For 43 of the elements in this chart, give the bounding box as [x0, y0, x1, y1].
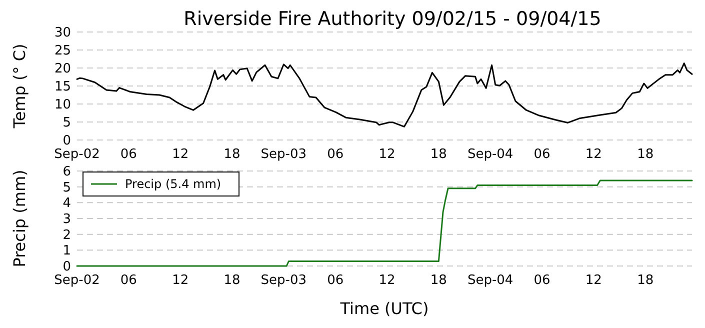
y-axis-title: Precip (mm) — [10, 170, 29, 268]
y-tick-label: 25 — [54, 44, 71, 59]
x-tick-label: Sep-04 — [467, 147, 514, 162]
y-tick-label: 5 — [62, 180, 71, 196]
x-tick-label: Sep-03 — [260, 273, 307, 288]
y-tick-label: 4 — [62, 196, 71, 212]
x-tick-label: 12 — [378, 147, 396, 162]
x-tick-label: Sep-04 — [467, 273, 514, 288]
x-axis-title: Time (UTC) — [339, 299, 429, 318]
x-tick-label: 06 — [534, 147, 550, 162]
y-axis-title: Temp (° C) — [10, 44, 29, 130]
y-tick-label: 6 — [62, 164, 71, 180]
y-tick-label: 1 — [62, 244, 71, 259]
chart-title: Riverside Fire Authority 09/02/15 - 09/04/15 — [184, 8, 602, 30]
y-tick-label: 10 — [54, 98, 71, 113]
x-tick-label: 18 — [430, 147, 447, 162]
x-tick-label: Sep-03 — [260, 147, 307, 162]
x-tick-label: 06 — [534, 273, 550, 288]
x-tick-label: 18 — [430, 273, 447, 288]
y-tick-label: 15 — [54, 80, 71, 95]
x-tick-label: 06 — [120, 147, 137, 162]
x-tick-label: Sep-02 — [54, 273, 100, 288]
x-tick-label: 12 — [378, 273, 396, 288]
y-tick-label: 3 — [62, 212, 71, 228]
y-tick-label: 0 — [62, 134, 71, 149]
x-tick-label: 12 — [172, 147, 189, 162]
x-tick-label: 18 — [224, 273, 240, 288]
y-tick-label: 5 — [62, 116, 71, 131]
x-tick-label: 06 — [120, 273, 137, 288]
x-tick-label: 06 — [327, 147, 344, 162]
y-tick-label: 30 — [54, 26, 71, 41]
y-tick-label: 20 — [54, 62, 71, 77]
legend-label: Precip (5.4 mm) — [125, 177, 222, 192]
x-tick-label: 18 — [637, 147, 654, 162]
x-tick-label: 18 — [637, 273, 654, 288]
y-tick-label: 0 — [62, 260, 71, 275]
x-tick-label: 06 — [327, 273, 344, 288]
y-tick-label: 2 — [62, 228, 71, 243]
x-tick-label: 12 — [585, 147, 602, 162]
x-tick-label: Sep-02 — [54, 147, 100, 162]
x-tick-label: 18 — [224, 147, 240, 162]
x-tick-label: 12 — [172, 273, 189, 288]
x-tick-label: 12 — [585, 273, 602, 288]
